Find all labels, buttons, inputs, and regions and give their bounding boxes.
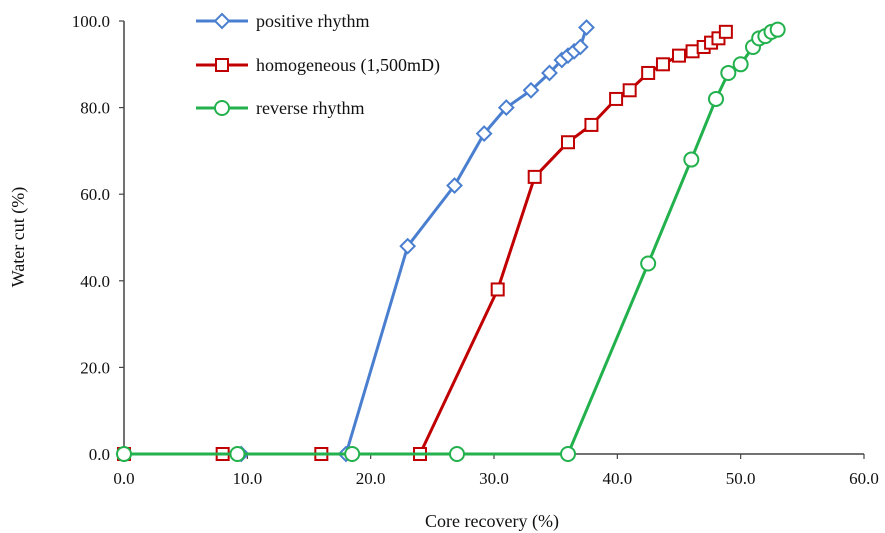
y-axis-ticks: 0.0 20.0 40.0 60.0 80.0 100.0 xyxy=(72,12,124,464)
legend-label-positive-rhythm: positive rhythm xyxy=(256,11,370,31)
legend: positive rhythm homogeneous (1,500mD) re… xyxy=(196,11,440,118)
data-point-positive-rhythm xyxy=(497,99,515,117)
data-point-homogeneous-1-500md xyxy=(561,135,575,150)
data-point-reverse-rhythm xyxy=(640,255,657,272)
legend-item-homogeneous: homogeneous (1,500mD) xyxy=(196,55,440,76)
data-point-positive-rhythm xyxy=(446,177,463,194)
x-tick-label: 50.0 xyxy=(726,469,756,488)
data-point-homogeneous-1-500md xyxy=(622,83,637,98)
data-point-reverse-rhythm xyxy=(449,446,465,462)
data-point-homogeneous-1-500md xyxy=(490,282,505,297)
data-point-homogeneous-1-500md xyxy=(527,169,542,184)
series-reverse-rhythm xyxy=(116,21,786,462)
data-point-positive-rhythm xyxy=(399,237,417,255)
legend-label-reverse-rhythm: reverse rhythm xyxy=(256,98,364,118)
series-positive-rhythm xyxy=(115,19,595,463)
y-axis-title: Water cut (%) xyxy=(8,187,29,288)
plot-area xyxy=(115,19,786,463)
series-line-positive-rhythm xyxy=(124,27,588,456)
x-tick-label: 10.0 xyxy=(232,469,262,488)
x-tick-label: 0.0 xyxy=(113,469,134,488)
data-point-positive-rhythm xyxy=(578,19,595,36)
data-point-positive-rhythm xyxy=(571,38,589,56)
x-tick-label: 20.0 xyxy=(356,469,386,488)
data-point-positive-rhythm xyxy=(475,125,493,142)
series-homogeneous-1-500md xyxy=(117,24,733,461)
x-tick-label: 40.0 xyxy=(602,469,632,488)
y-tick-label: 60.0 xyxy=(80,185,110,204)
data-point-homogeneous-1-500md xyxy=(718,24,733,39)
legend-square-marker xyxy=(215,58,229,72)
data-point-reverse-rhythm xyxy=(732,56,749,73)
data-point-homogeneous-1-500md xyxy=(655,57,670,72)
data-point-homogeneous-1-500md xyxy=(672,48,686,63)
data-point-homogeneous-1-500md xyxy=(584,117,599,132)
data-point-reverse-rhythm xyxy=(708,90,724,107)
legend-item-positive-rhythm: positive rhythm xyxy=(196,11,370,31)
data-point-reverse-rhythm xyxy=(720,64,737,81)
x-tick-label: 30.0 xyxy=(479,469,509,488)
data-point-reverse-rhythm xyxy=(344,446,361,462)
x-axis-title: Core recovery (%) xyxy=(425,511,559,532)
data-point-homogeneous-1-500md xyxy=(641,65,656,80)
y-tick-label: 80.0 xyxy=(80,99,110,118)
data-point-positive-rhythm xyxy=(541,64,558,82)
data-point-reverse-rhythm xyxy=(683,151,700,168)
x-tick-label: 60.0 xyxy=(849,469,879,488)
y-tick-label: 100.0 xyxy=(72,12,110,31)
data-point-reverse-rhythm xyxy=(229,446,246,462)
data-point-reverse-rhythm xyxy=(560,446,576,462)
data-point-homogeneous-1-500md xyxy=(609,91,624,106)
legend-circle-marker xyxy=(214,100,230,116)
legend-item-reverse-rhythm: reverse rhythm xyxy=(196,98,364,118)
legend-diamond-marker xyxy=(213,12,231,30)
legend-label-homogeneous: homogeneous (1,500mD) xyxy=(256,55,440,76)
axes xyxy=(123,21,864,455)
y-tick-label: 0.0 xyxy=(89,445,110,464)
x-axis-ticks: 0.0 10.0 20.0 30.0 40.0 50.0 60.0 xyxy=(113,454,879,488)
data-point-reverse-rhythm xyxy=(769,21,786,38)
data-point-reverse-rhythm xyxy=(116,446,132,462)
y-tick-label: 40.0 xyxy=(80,272,110,291)
data-point-positive-rhythm xyxy=(522,81,540,99)
y-tick-label: 20.0 xyxy=(80,358,110,377)
